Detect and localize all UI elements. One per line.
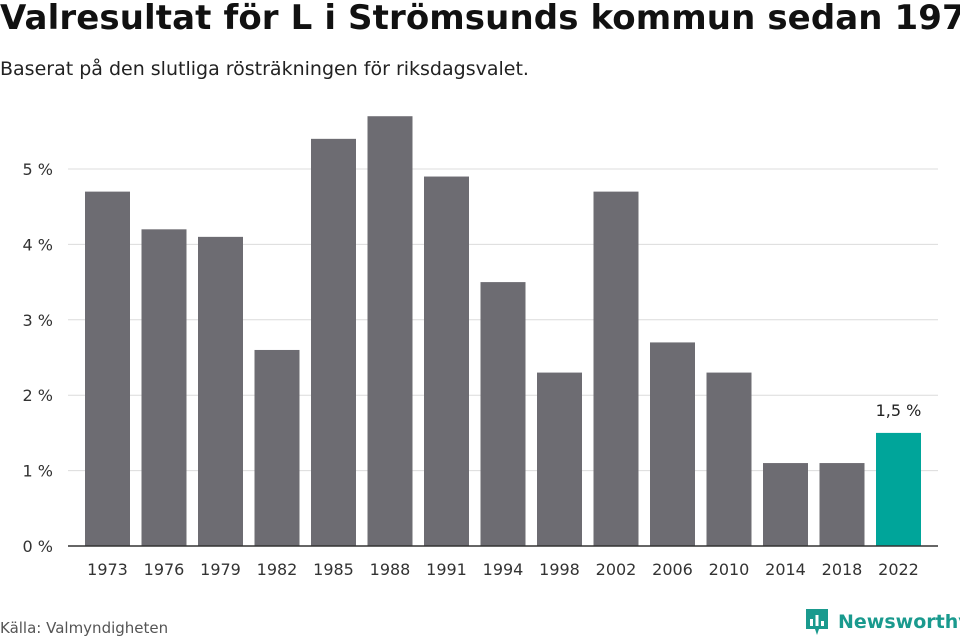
bar bbox=[311, 138, 356, 546]
bar bbox=[85, 191, 130, 546]
bar bbox=[650, 342, 695, 546]
bar bbox=[819, 463, 865, 546]
bar bbox=[480, 282, 526, 546]
x-tick-label: 1973 bbox=[87, 560, 128, 579]
x-tick-label: 2006 bbox=[652, 560, 693, 579]
x-tick-label: 1982 bbox=[257, 560, 298, 579]
bar bbox=[537, 372, 582, 546]
y-tick-label: 3 % bbox=[23, 311, 53, 330]
x-tick-label: 1976 bbox=[144, 560, 185, 579]
bar bbox=[141, 229, 187, 546]
y-tick-label: 2 % bbox=[23, 386, 53, 405]
x-tick-label: 2022 bbox=[878, 560, 919, 579]
x-tick-label: 1994 bbox=[483, 560, 524, 579]
bar bbox=[593, 191, 639, 546]
bar bbox=[254, 349, 300, 546]
x-tick-label: 2002 bbox=[596, 560, 637, 579]
x-tick-label: 1985 bbox=[313, 560, 354, 579]
x-tick-label: 2010 bbox=[709, 560, 750, 579]
bar-chart: 0 % 1 % 2 % 3 % 4 % 5 % 1973 1976 1979 1982 1985 19… bbox=[23, 116, 938, 579]
bar bbox=[198, 236, 243, 547]
y-tick-label: 4 % bbox=[23, 235, 53, 254]
source-note: Källa: Valmyndigheten bbox=[0, 619, 169, 637]
newsworthy-logo-icon bbox=[806, 609, 828, 635]
chart-title: Valresultat för L i Strömsunds kommun se… bbox=[0, 0, 960, 38]
bar bbox=[706, 372, 752, 546]
y-tick-label: 0 % bbox=[23, 537, 53, 556]
bar bbox=[763, 463, 808, 546]
x-tick-label: 1998 bbox=[539, 560, 580, 579]
x-tick-label: 1988 bbox=[370, 560, 411, 579]
newsworthy-logo[interactable]: Newsworthy bbox=[804, 607, 960, 637]
x-tick-label: 1979 bbox=[200, 560, 241, 579]
y-tick-label: 1 % bbox=[23, 462, 53, 481]
chart-subtitle: Baserat på den slutliga rösträkningen fö… bbox=[0, 58, 529, 80]
x-tick-label: 2014 bbox=[765, 560, 806, 579]
bar bbox=[424, 176, 469, 547]
y-tick-label: 5 % bbox=[23, 160, 53, 179]
x-tick-label: 1991 bbox=[426, 560, 467, 579]
x-tick-label: 2018 bbox=[822, 560, 863, 579]
bar bbox=[367, 116, 413, 546]
brand-name: Newsworthy bbox=[838, 611, 960, 633]
bar-highlight bbox=[876, 432, 921, 546]
data-label: 1,5 % bbox=[876, 401, 922, 420]
